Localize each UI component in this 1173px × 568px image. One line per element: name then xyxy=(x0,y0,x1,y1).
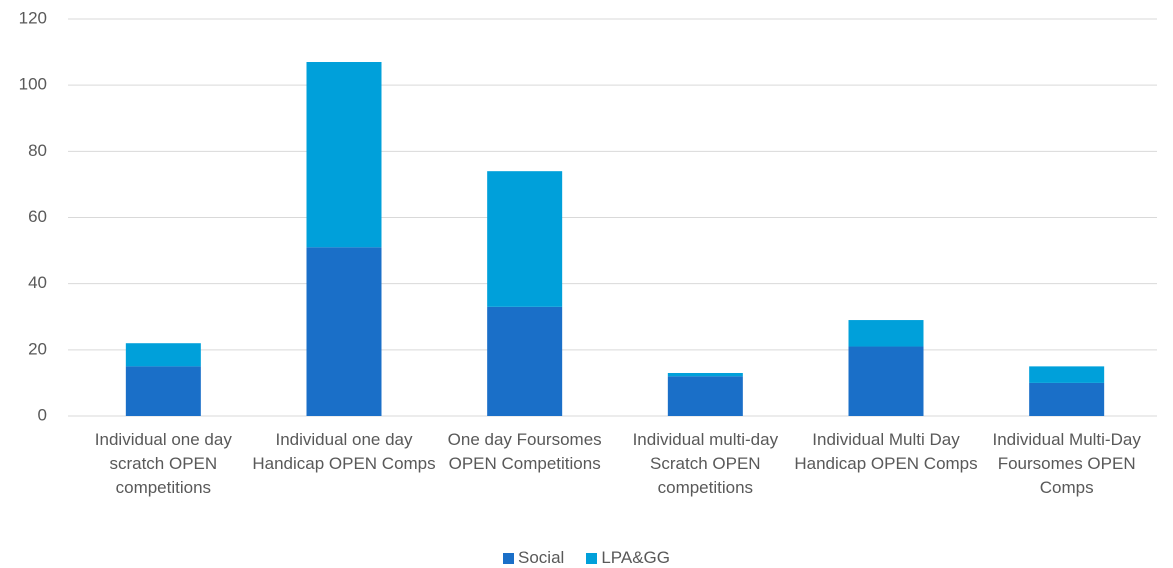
legend-swatch xyxy=(503,552,515,564)
x-tick-label: Individual Multi Day Handicap OPEN Comps xyxy=(794,430,978,473)
x-tick-label: Individual multi-day Scratch OPEN compet… xyxy=(632,430,779,497)
bar-segment xyxy=(306,247,382,416)
legend-label: LPA&GG xyxy=(601,548,670,567)
legend-swatch xyxy=(586,552,598,564)
legend-entry: Social xyxy=(503,548,564,568)
bar-segment xyxy=(125,343,201,367)
y-tick-label: 40 xyxy=(28,273,47,292)
legend: Social LPA&GG xyxy=(0,548,1173,568)
x-tick-label: Individual one day scratch OPEN competit… xyxy=(94,430,232,497)
bar-segment xyxy=(125,366,201,416)
y-tick-label: 20 xyxy=(28,339,47,358)
y-tick-label: 60 xyxy=(28,207,47,226)
x-tick-label: One day Foursomes OPEN Competitions xyxy=(447,430,602,473)
bar-segment xyxy=(487,306,563,416)
bar-segment xyxy=(306,62,382,248)
legend-label: Social xyxy=(518,548,565,567)
y-tick-label: 120 xyxy=(19,8,47,27)
bar-segment xyxy=(1029,382,1105,416)
bar-segment xyxy=(848,320,924,347)
bar-segment xyxy=(667,372,743,377)
x-tick-label: Individual Multi-Day Foursomes OPEN Comp… xyxy=(992,430,1141,497)
bar-segment xyxy=(1029,366,1105,383)
x-tick-label: Individual one day Handicap OPEN Comps xyxy=(252,430,436,473)
y-tick-label: 0 xyxy=(38,405,47,424)
y-tick-label: 80 xyxy=(28,141,47,160)
bar-segment xyxy=(667,376,743,416)
bar-segment xyxy=(848,346,924,416)
bar-segment xyxy=(487,171,563,307)
y-tick-label: 100 xyxy=(19,75,47,94)
legend-entry: LPA&GG xyxy=(586,548,670,568)
